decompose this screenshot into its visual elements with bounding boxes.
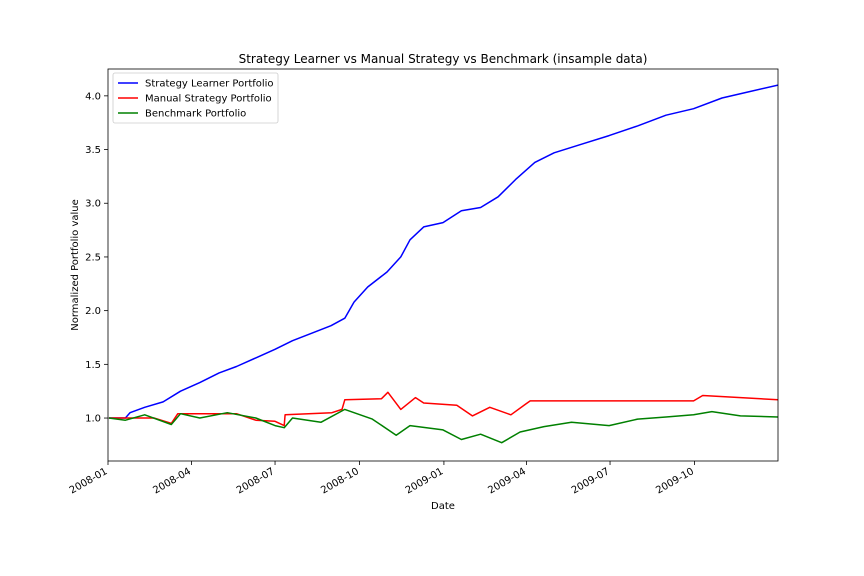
y-axis-title: Normalized Portfolio value: [70, 199, 81, 331]
series-layer: [108, 84, 778, 444]
plot-area-frame: [107, 68, 779, 462]
y-tick-label: 2.0: [85, 306, 101, 317]
legend-entry-strategy-learner: Strategy Learner Portfolio: [145, 79, 274, 90]
legend-entry-manual-strategy: Manual Strategy Portfolio: [145, 94, 272, 105]
y-tick-label: 2.5: [85, 252, 101, 263]
y-tick-label: 4.0: [85, 91, 101, 102]
benchmark-line: [108, 408, 778, 444]
y-tick-label: 3.0: [85, 199, 101, 210]
y-tick-label: 3.5: [85, 145, 101, 156]
legend-entry-benchmark: Benchmark Portfolio: [145, 109, 246, 120]
legend-box: [112, 72, 279, 124]
x-axis-title: Date: [431, 501, 455, 512]
y-tick-label: 1.5: [85, 360, 101, 371]
legend: Strategy Learner Portfolio Manual Strateg…: [112, 72, 279, 124]
y-tick-label: 1.0: [85, 414, 101, 425]
y-axis: 1.0 1.5 2.0 2.5 3.0 3.5 4.0: [85, 91, 108, 425]
strategy-learner-line: [108, 84, 778, 419]
chart-title: Strategy Learner vs Manual Strategy vs B…: [239, 52, 648, 66]
